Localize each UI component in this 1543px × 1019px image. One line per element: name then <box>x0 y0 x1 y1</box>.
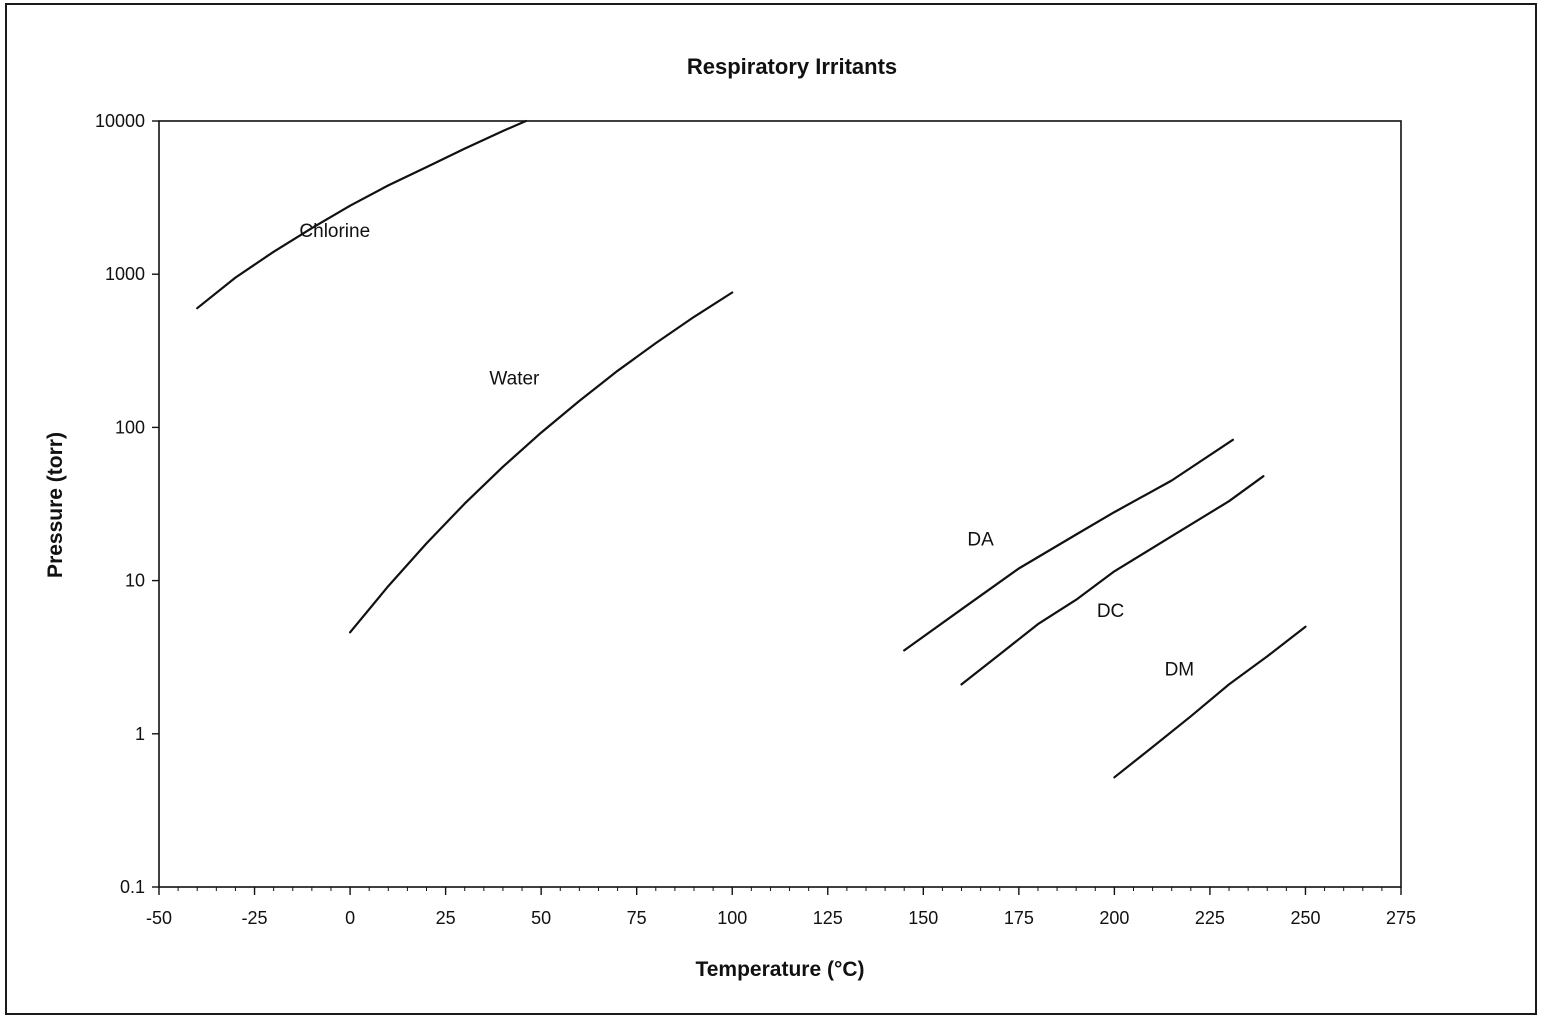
x-tick-label: 75 <box>627 908 647 928</box>
y-tick-label: 100 <box>115 417 145 437</box>
y-tick-label: 10 <box>125 571 145 591</box>
series-line-dm <box>1113 625 1307 779</box>
x-axis-title: Temperature (°C) <box>695 958 864 981</box>
chart-title: Respiratory Irritants <box>687 54 897 79</box>
x-tick-label: 50 <box>531 908 551 928</box>
axis-ticks <box>152 120 1402 895</box>
series-label-dm: DM <box>1165 660 1195 681</box>
y-axis-title: Pressure (torr) <box>44 432 67 578</box>
x-tick-label: 200 <box>1099 908 1129 928</box>
series-line-da <box>903 438 1235 652</box>
plot-area <box>158 120 1402 888</box>
series-line-chlorine <box>196 119 528 310</box>
x-tick-label: 225 <box>1195 908 1225 928</box>
x-tick-label: 150 <box>908 908 938 928</box>
series-lines <box>196 119 1307 779</box>
x-tick-label: 175 <box>1004 908 1034 928</box>
y-tick-label: 1 <box>135 724 145 744</box>
y-tick-label: 0.1 <box>120 877 145 897</box>
series-line-dc <box>960 475 1265 686</box>
x-tick-label: 250 <box>1290 908 1320 928</box>
x-tick-label: -50 <box>146 908 172 928</box>
y-tick-label: 1000 <box>105 264 145 284</box>
y-tick-labels: 0.1 1 10 100 1000 10000 <box>95 111 145 897</box>
x-tick-label: 125 <box>813 908 843 928</box>
chart-frame: Respiratory Irritants -50 -25 0 25 50 75 100 12… <box>5 3 1537 1015</box>
series-label-dc: DC <box>1097 601 1124 622</box>
x-tick-labels: -50 -25 0 25 50 75 100 125 150 175 200 225 250 275 <box>146 908 1416 928</box>
x-tick-label: 25 <box>436 908 456 928</box>
series-label-da: DA <box>967 529 994 550</box>
x-tick-label: 100 <box>717 908 747 928</box>
x-tick-label: 275 <box>1386 908 1416 928</box>
x-tick-label: -25 <box>242 908 268 928</box>
series-label-water: Water <box>489 369 540 390</box>
x-tick-label: 0 <box>345 908 355 928</box>
series-label-chlorine: Chlorine <box>299 221 370 242</box>
y-tick-label: 10000 <box>95 111 145 131</box>
vapor-pressure-chart: Respiratory Irritants -50 -25 0 25 50 75 100 12… <box>44 54 1416 981</box>
series-line-water <box>349 291 734 634</box>
series-labels: Chlorine Water DA DC DM <box>299 221 1194 681</box>
